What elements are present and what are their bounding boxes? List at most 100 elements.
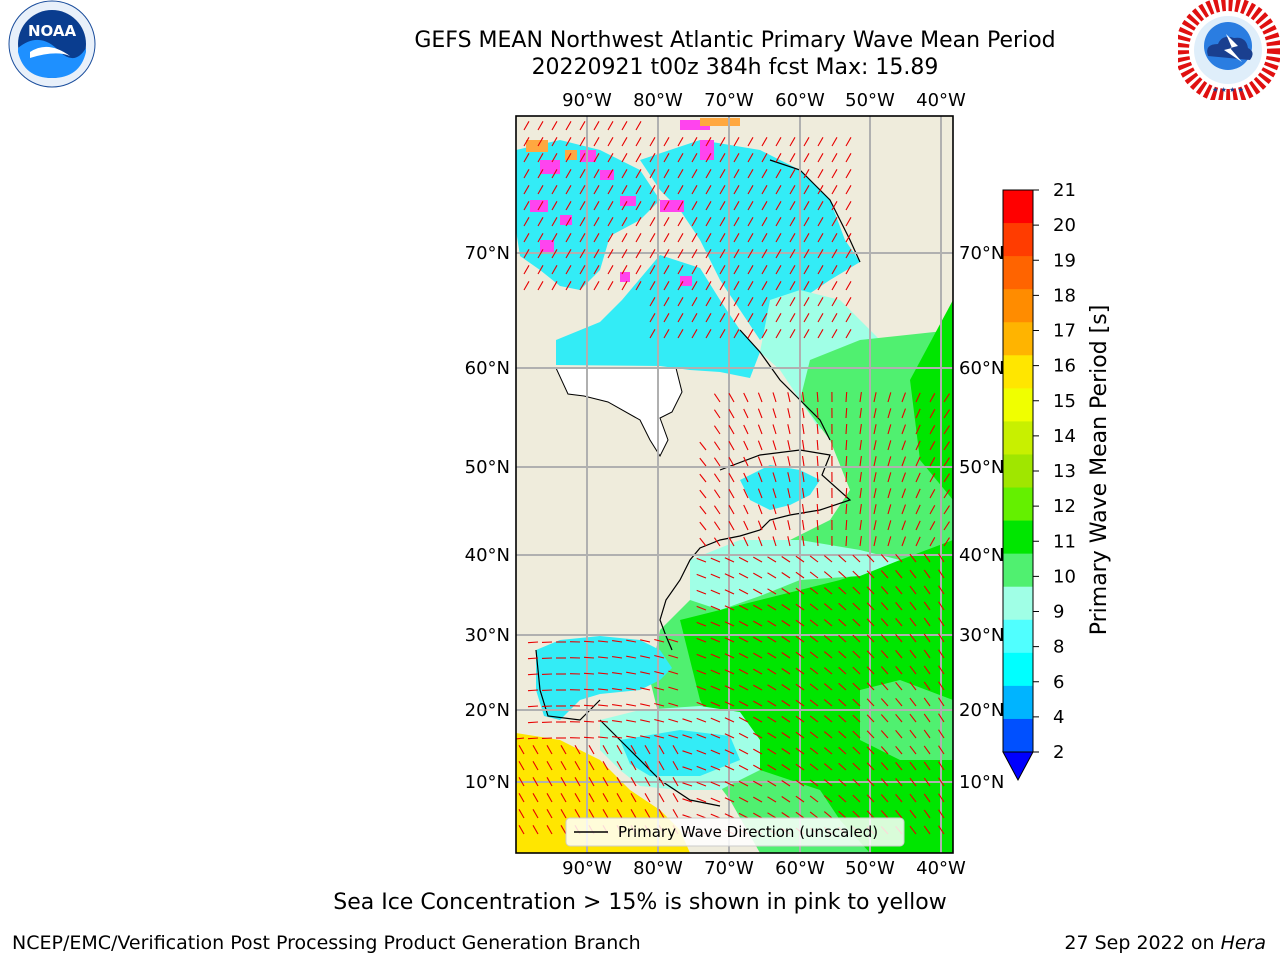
wave-arrow — [915, 392, 921, 403]
wave-arrow — [640, 703, 651, 707]
wave-arrow — [677, 233, 684, 243]
credit-organization: NCEP/EMC/Verification Post Processing Pr… — [12, 932, 641, 954]
caribbean-core — [620, 730, 740, 776]
wave-arrow — [532, 761, 539, 771]
wave-arrow — [672, 777, 679, 787]
wave-arrow — [795, 795, 805, 803]
wave-arrow — [713, 537, 721, 547]
wave-arrow — [677, 217, 684, 227]
wave-arrow — [838, 618, 847, 627]
wave-arrow — [816, 407, 819, 419]
wave-arrow — [635, 137, 642, 147]
wave-arrow — [801, 488, 805, 499]
wave-arrow — [781, 636, 791, 643]
wave-arrow — [859, 536, 862, 547]
colorbar-tick-label: 16 — [1053, 356, 1076, 377]
wave-arrow — [713, 489, 721, 499]
wave-arrow — [781, 716, 791, 723]
wave-arrow — [728, 457, 735, 467]
wave-arrow — [621, 281, 628, 291]
wave-arrow — [943, 441, 950, 451]
wave-arrow — [668, 718, 679, 723]
colorbar-segment — [1003, 190, 1033, 224]
wave-arrow — [654, 686, 665, 691]
wave-arrow — [895, 697, 903, 707]
wave-arrow — [537, 121, 544, 131]
wave-arrow — [753, 780, 763, 787]
wave-arrow — [929, 457, 936, 467]
wave-arrow — [537, 233, 544, 243]
lon-label-bottom: 50°W — [845, 858, 895, 879]
wave-arrow — [801, 536, 805, 547]
wave-arrow — [915, 440, 921, 451]
wave-arrow — [803, 201, 810, 211]
wave-arrow — [607, 265, 614, 275]
wave-arrow — [523, 281, 530, 291]
wave-arrow — [895, 809, 903, 819]
wave-arrow — [728, 521, 735, 531]
wave-arrow — [527, 721, 539, 724]
wave-arrow — [923, 793, 931, 803]
wave-arrow — [743, 488, 749, 499]
wave-arrow — [845, 391, 848, 403]
wave-arrow — [588, 777, 595, 787]
lat-label-right: 10°N — [959, 772, 1004, 793]
wave-arrow — [640, 655, 651, 659]
wave-arrow — [644, 745, 651, 755]
atlantic-10-12s-zone — [680, 540, 953, 853]
wave-arrow — [845, 137, 852, 147]
wave-arrow — [923, 697, 931, 707]
wave-arrow — [915, 536, 921, 547]
wave-arrow — [789, 169, 796, 179]
wave-arrow — [593, 265, 600, 275]
sea-ice-orange — [526, 118, 740, 160]
wave-arrow — [677, 201, 684, 211]
wave-arrow — [880, 746, 889, 755]
wave-arrow — [866, 634, 875, 643]
lon-label-bottom: 40°W — [916, 858, 966, 879]
wave-arrow — [781, 684, 791, 691]
wave-arrow — [607, 281, 614, 291]
wave-arrow — [817, 137, 824, 147]
wave-arrow — [602, 777, 609, 787]
wave-arrow — [649, 329, 656, 339]
wave-arrow — [873, 424, 877, 435]
wave-arrow — [795, 555, 805, 563]
wave-arrow — [923, 825, 931, 835]
colorbar-tick-label: 21 — [1053, 180, 1076, 201]
wave-arrow — [817, 185, 824, 195]
wave-arrow — [621, 185, 628, 195]
wave-arrow — [710, 781, 721, 787]
wave-arrow — [612, 672, 623, 675]
wave-arrow — [724, 637, 735, 643]
wave-arrow — [574, 809, 581, 819]
wave-arrow — [887, 440, 892, 451]
wave-arrow — [895, 745, 903, 755]
wave-arrow — [728, 393, 735, 403]
wave-arrow — [537, 201, 544, 211]
wave-arrow — [809, 699, 819, 707]
wave-arrow — [654, 670, 665, 675]
wave-arrow — [593, 217, 600, 227]
wave-arrow — [574, 745, 581, 755]
wave-arrow — [787, 424, 791, 435]
wave-arrow — [663, 249, 670, 259]
noaa-logo-text: NOAA — [28, 22, 77, 40]
wave-arrow — [719, 297, 726, 307]
wave-arrow — [753, 668, 763, 675]
wave-arrow — [757, 536, 763, 547]
wave-arrow — [753, 604, 763, 611]
wave-arrow — [719, 329, 726, 339]
wave-arrow — [527, 641, 539, 644]
wave-arrow — [593, 185, 600, 195]
wave-arrow — [677, 281, 684, 291]
colorbar-tick-label: 20 — [1053, 215, 1076, 236]
wave-arrow — [873, 440, 877, 451]
wave-arrow — [781, 604, 791, 611]
wave-arrow — [719, 313, 726, 323]
wave-arrow — [616, 761, 623, 771]
wave-arrow — [775, 329, 782, 339]
wave-arrow — [733, 169, 740, 179]
wave-arrow — [809, 667, 819, 675]
wave-arrow — [663, 281, 670, 291]
